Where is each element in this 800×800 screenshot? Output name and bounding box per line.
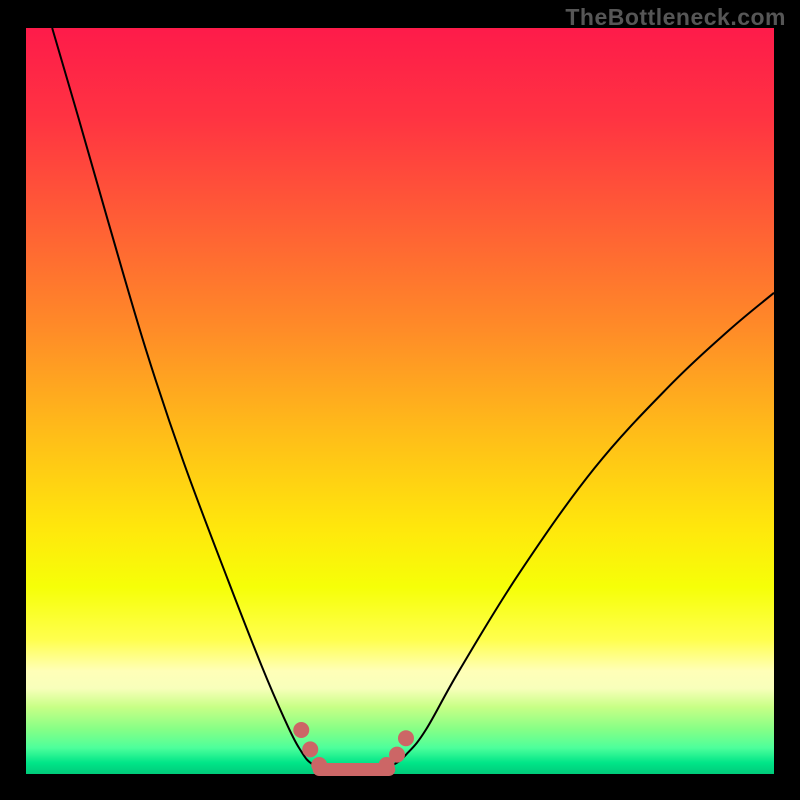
watermark-text: TheBottleneck.com — [565, 4, 786, 31]
marker-dot — [389, 747, 405, 763]
chart-container: TheBottleneck.com — [0, 0, 800, 800]
bottleneck-curve — [52, 28, 774, 770]
marker-dot — [302, 741, 318, 757]
chart-svg-overlay — [0, 0, 800, 800]
marker-dot — [398, 730, 414, 746]
marker-dot — [293, 722, 309, 738]
marker-dot — [311, 757, 327, 773]
